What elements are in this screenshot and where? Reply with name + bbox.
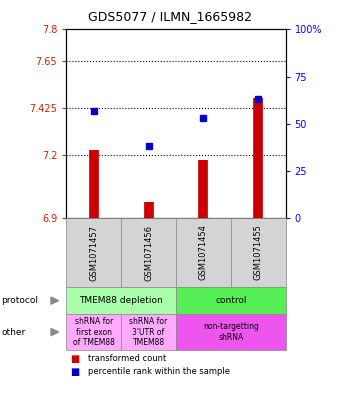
Text: GSM1071455: GSM1071455: [254, 224, 263, 281]
Text: ■: ■: [70, 367, 79, 377]
Text: GSM1071457: GSM1071457: [89, 224, 98, 281]
Text: ■: ■: [70, 354, 79, 364]
Text: percentile rank within the sample: percentile rank within the sample: [88, 367, 231, 376]
Text: other: other: [1, 328, 25, 336]
Text: shRNA for
first exon
of TMEM88: shRNA for first exon of TMEM88: [73, 317, 115, 347]
Text: shRNA for
3'UTR of
TMEM88: shRNA for 3'UTR of TMEM88: [130, 317, 168, 347]
Text: TMEM88 depletion: TMEM88 depletion: [79, 296, 163, 305]
Text: control: control: [215, 296, 246, 305]
Text: GSM1071456: GSM1071456: [144, 224, 153, 281]
Text: protocol: protocol: [1, 296, 38, 305]
Text: GDS5077 / ILMN_1665982: GDS5077 / ILMN_1665982: [88, 10, 252, 23]
Text: transformed count: transformed count: [88, 354, 167, 363]
Text: non-targetting
shRNA: non-targetting shRNA: [203, 322, 259, 342]
Text: GSM1071454: GSM1071454: [199, 224, 208, 281]
